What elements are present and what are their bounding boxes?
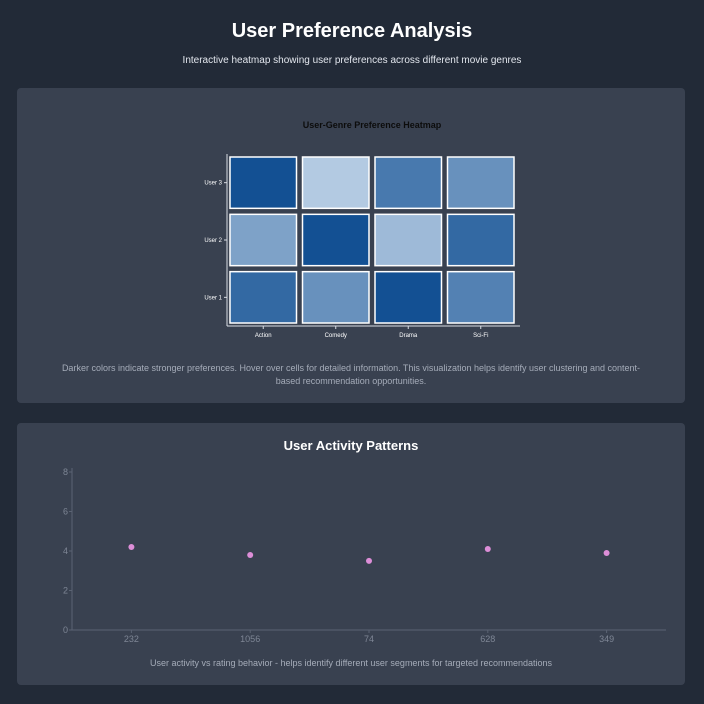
heatmap-cell-user-2-sci-fi[interactable] — [446, 213, 515, 267]
heatmap-x-tick-label: Sci-Fi — [473, 333, 488, 339]
activity-x-tick-label: 232 — [124, 634, 139, 644]
heatmap-title: User-Genre Preference Heatmap — [303, 120, 442, 130]
heatmap-cell-user-3-comedy[interactable] — [301, 156, 370, 210]
activity-y-tick-label: 6 — [63, 507, 68, 517]
heatmap-cell-user-1-drama[interactable] — [374, 270, 443, 324]
activity-x-tick-label: 74 — [364, 634, 374, 644]
heatmap-caption: Darker colors indicate stronger preferen… — [61, 363, 641, 386]
activity-point[interactable] — [247, 551, 254, 558]
heatmap-cell-user-1-sci-fi[interactable] — [446, 270, 515, 324]
heatmap-cell-user-1-comedy[interactable] — [301, 270, 370, 324]
activity-card: User Activity Patterns 0 2 4 6 8 232 1056 74 628… — [17, 423, 685, 685]
activity-point[interactable] — [128, 544, 135, 551]
activity-point[interactable] — [603, 549, 610, 556]
activity-title: User Activity Patterns — [283, 438, 419, 453]
activity-point[interactable] — [484, 546, 491, 553]
activity-y-tick-label: 0 — [63, 625, 68, 635]
page-subtitle: Interactive heatmap showing user prefere… — [182, 55, 522, 66]
heatmap-cell-user-2-action[interactable] — [229, 213, 298, 267]
activity-x-tick-label: 1056 — [240, 634, 260, 644]
activity-point[interactable] — [366, 557, 372, 564]
heatmap-y-tick-label: User 2 — [204, 238, 222, 244]
heatmap-x-tick-label: Drama — [399, 333, 418, 339]
heatmap-x-tick-label: Action — [255, 333, 272, 339]
heatmap-cell-user-3-drama[interactable] — [374, 156, 443, 210]
heatmap-y-tick-label: User 1 — [204, 295, 222, 301]
activity-caption: User activity vs rating behavior - helps… — [149, 658, 553, 668]
heatmap-card: User-Genre Preference Heatmap Action Come… — [17, 88, 685, 403]
heatmap-cell-user-2-drama[interactable] — [374, 213, 443, 267]
heatmap-cell-user-3-action[interactable] — [229, 156, 298, 210]
activity-x-tick-label: 349 — [599, 634, 614, 644]
heatmap-x-tick-label: Comedy — [325, 333, 347, 339]
heatmap-y-tick-label: User 3 — [204, 181, 222, 187]
heatmap-cell-user-2-comedy[interactable] — [301, 213, 370, 267]
activity-x-tick-label: 628 — [480, 634, 495, 644]
activity-y-tick-label: 4 — [63, 546, 68, 556]
activity-y-tick-label: 8 — [63, 467, 68, 477]
heatmap-cell-user-1-action[interactable] — [229, 270, 298, 324]
page-title: User Preference Analysis — [231, 20, 473, 42]
activity-y-tick-label: 2 — [63, 586, 68, 596]
heatmap-cell-user-3-sci-fi[interactable] — [446, 156, 515, 210]
activity-chart: 0 2 4 6 8 232 1056 74 628 349 — [63, 467, 666, 644]
heatmap-chart: User-Genre Preference Heatmap Action Come… — [204, 120, 520, 339]
